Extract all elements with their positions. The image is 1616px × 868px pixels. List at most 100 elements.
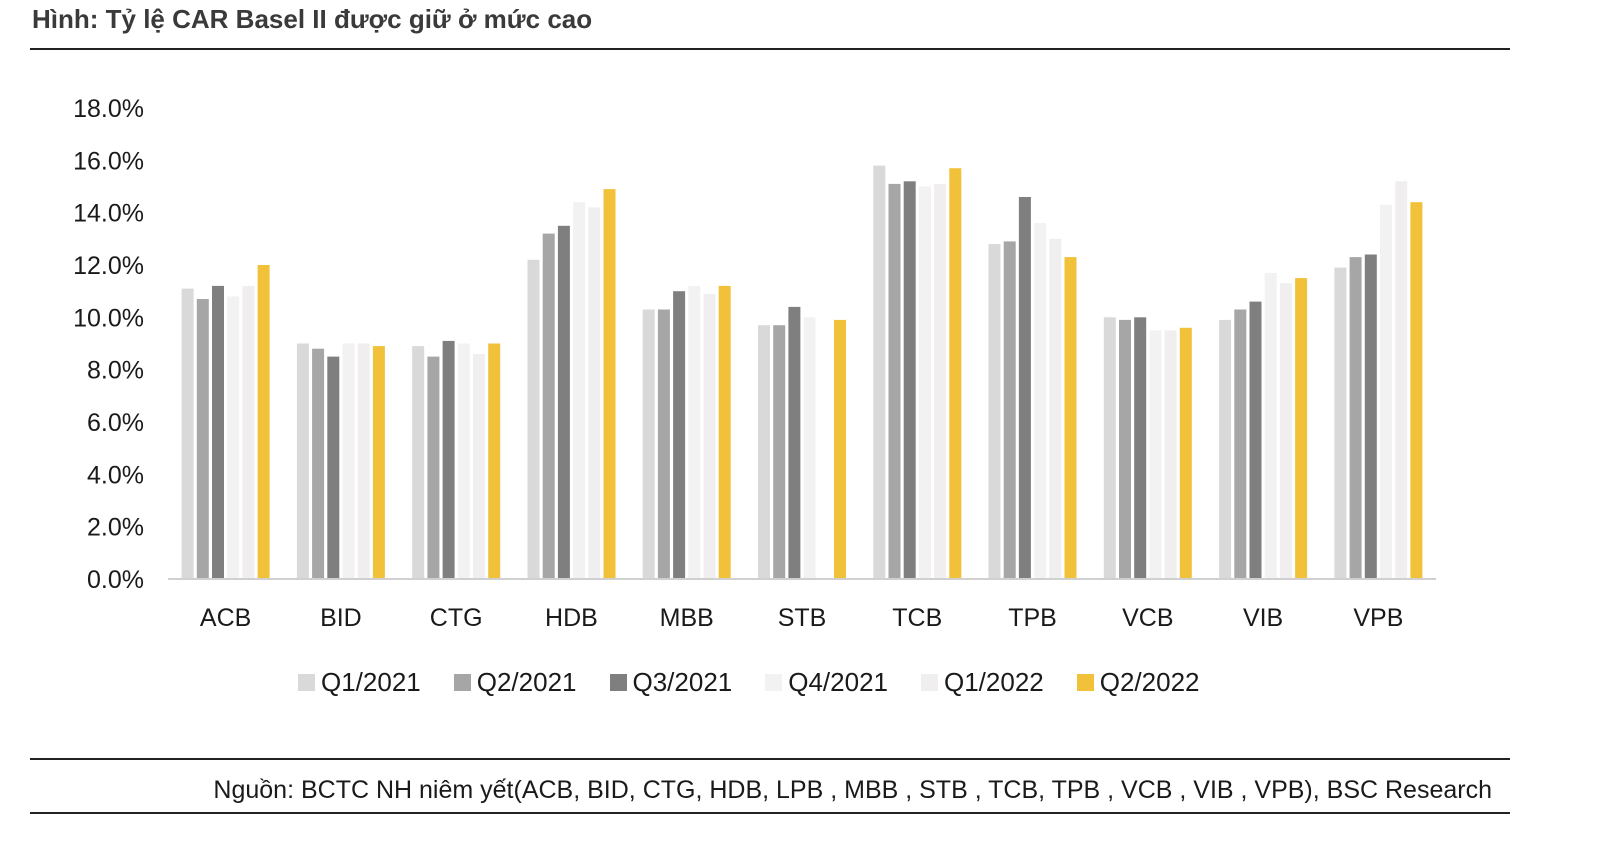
bar-hdb-q3-2021 (557, 225, 570, 580)
bar-hdb-q4-2021 (573, 202, 586, 579)
bar-tcb-q3-2021 (903, 181, 916, 580)
legend-swatch (921, 673, 938, 691)
x-tick-label: TPB (1008, 604, 1057, 632)
legend-item: Q1/2021 (298, 667, 421, 698)
bar-mbb-q1-2022 (703, 293, 716, 579)
bar-vpb-q2-2021 (1349, 257, 1362, 579)
legend-item: Q2/2022 (1076, 666, 1200, 698)
bar-tcb-q1-2022 (934, 183, 947, 579)
bar-tpb-q2-2021 (1003, 241, 1016, 579)
bar-tcb-q4-2021 (918, 186, 931, 579)
legend-swatch (765, 673, 783, 691)
legend-label: Q2/2022 (1099, 666, 1200, 697)
y-tick-label: 8.0% (87, 357, 144, 385)
legend-swatch (298, 673, 315, 691)
x-tick-label: CTG (430, 604, 483, 632)
bar-bid-q2-2022 (372, 346, 385, 579)
legend-label: Q2/2021 (476, 666, 577, 697)
legend-label: Q1/2021 (321, 666, 421, 697)
x-tick-label: HDB (545, 604, 598, 632)
x-tick-label: BID (320, 604, 362, 632)
bottom-rule-upper (30, 758, 1510, 760)
bar-tpb-q3-2021 (1018, 197, 1031, 579)
bar-vcb-q4-2021 (1149, 330, 1162, 579)
bar-vcb-q2-2022 (1179, 327, 1192, 579)
bar-acb-q1-2021 (181, 288, 194, 579)
bottom-rule-lower (30, 812, 1510, 814)
bar-acb-q1-2022 (242, 285, 255, 579)
bar-bid-q3-2021 (327, 356, 340, 579)
bar-ctg-q1-2022 (473, 354, 485, 579)
y-tick-label: 18.0% (73, 95, 144, 123)
bar-mbb-q2-2021 (657, 309, 670, 579)
bar-tpb-q1-2021 (988, 244, 1001, 579)
bar-tpb-q2-2022 (1064, 257, 1077, 579)
x-tick-label: VPB (1353, 604, 1403, 632)
bar-vpb-q1-2021 (1334, 267, 1347, 579)
bar-vpb-q4-2021 (1380, 204, 1392, 580)
bar-ctg-q1-2021 (412, 346, 425, 579)
bar-tcb-q1-2021 (873, 165, 886, 579)
bar-mbb-q3-2021 (673, 291, 686, 579)
bar-ctg-q4-2021 (457, 343, 470, 579)
legend-label: Q1/2022 (944, 666, 1044, 697)
legend-label: Q3/2021 (632, 666, 733, 697)
bar-vib-q1-2022 (1279, 283, 1292, 579)
bar-ctg-q3-2021 (442, 340, 455, 579)
bar-acb-q4-2021 (227, 296, 240, 579)
y-tick-label: 4.0% (87, 461, 144, 489)
bar-mbb-q1-2021 (642, 309, 655, 579)
legend-item: Q4/2021 (765, 667, 888, 698)
bar-bid-q1-2021 (296, 343, 309, 579)
bar-mbb-q2-2022 (718, 285, 731, 579)
bar-bid-q4-2021 (342, 343, 355, 579)
bar-hdb-q2-2022 (603, 189, 616, 579)
y-tick-label: 6.0% (87, 409, 144, 437)
y-tick-label: 2.0% (87, 514, 144, 542)
bar-tpb-q4-2021 (1034, 223, 1047, 579)
legend-item: Q2/2021 (453, 666, 577, 698)
source-note: Nguồn: BCTC NH niêm yết(ACB, BID, CTG, H… (213, 776, 1492, 804)
legend-swatch (1076, 673, 1094, 691)
bar-vcb-q1-2021 (1103, 317, 1116, 579)
x-tick-label: VCB (1122, 604, 1173, 632)
bar-hdb-q1-2022 (588, 207, 601, 579)
legend-item: Q3/2021 (609, 666, 733, 698)
bar-vib-q1-2021 (1219, 319, 1232, 579)
chart-legend: Q1/2021 Q2/2021 Q3/2021 Q4/2021 Q1/2022 Q2/20… (298, 665, 1233, 699)
bar-ctg-q2-2022 (488, 343, 501, 579)
legend-item: Q1/2022 (921, 667, 1044, 698)
y-tick-label: 12.0% (73, 252, 144, 280)
y-tick-label: 16.0% (73, 147, 144, 175)
bar-vcb-q2-2021 (1119, 319, 1131, 579)
bar-vcb-q1-2022 (1164, 330, 1177, 579)
bar-bid-q2-2021 (312, 348, 325, 579)
x-tick-label: STB (778, 604, 827, 632)
bar-vib-q2-2021 (1234, 309, 1247, 579)
legend-swatch (453, 673, 471, 691)
bar-acb-q3-2021 (212, 285, 224, 579)
bar-tpb-q1-2022 (1049, 238, 1062, 580)
x-tick-label: MBB (660, 604, 714, 632)
y-tick-label: 0.0% (87, 566, 144, 594)
chart-title: Hình: Tỷ lệ CAR Basel II được giữ ở mức … (32, 4, 593, 34)
bar-bid-q1-2022 (357, 343, 370, 579)
legend-label: Q4/2021 (788, 666, 888, 697)
x-tick-label: TCB (892, 604, 942, 632)
bar-stb-q1-2021 (758, 325, 770, 579)
legend-swatch (609, 673, 627, 691)
bar-vpb-q2-2022 (1410, 202, 1423, 579)
bar-acb-q2-2022 (257, 265, 270, 579)
bar-vib-q3-2021 (1249, 301, 1262, 579)
y-tick-label: 14.0% (73, 200, 144, 228)
x-tick-label: VIB (1243, 604, 1283, 632)
bar-vpb-q1-2022 (1395, 181, 1408, 580)
bar-vpb-q3-2021 (1364, 254, 1377, 579)
y-tick-label: 10.0% (73, 304, 144, 332)
bar-acb-q2-2021 (196, 299, 209, 579)
bar-ctg-q2-2021 (427, 356, 440, 579)
bar-vib-q2-2022 (1295, 278, 1308, 579)
bar-stb-q3-2021 (788, 306, 801, 579)
bar-hdb-q1-2021 (527, 259, 540, 579)
bar-chart: 0.0% 2.0% 4.0% 6.0% 8.0% 10.0% 12.0% 14.0% 16.0%… (73, 95, 1436, 632)
